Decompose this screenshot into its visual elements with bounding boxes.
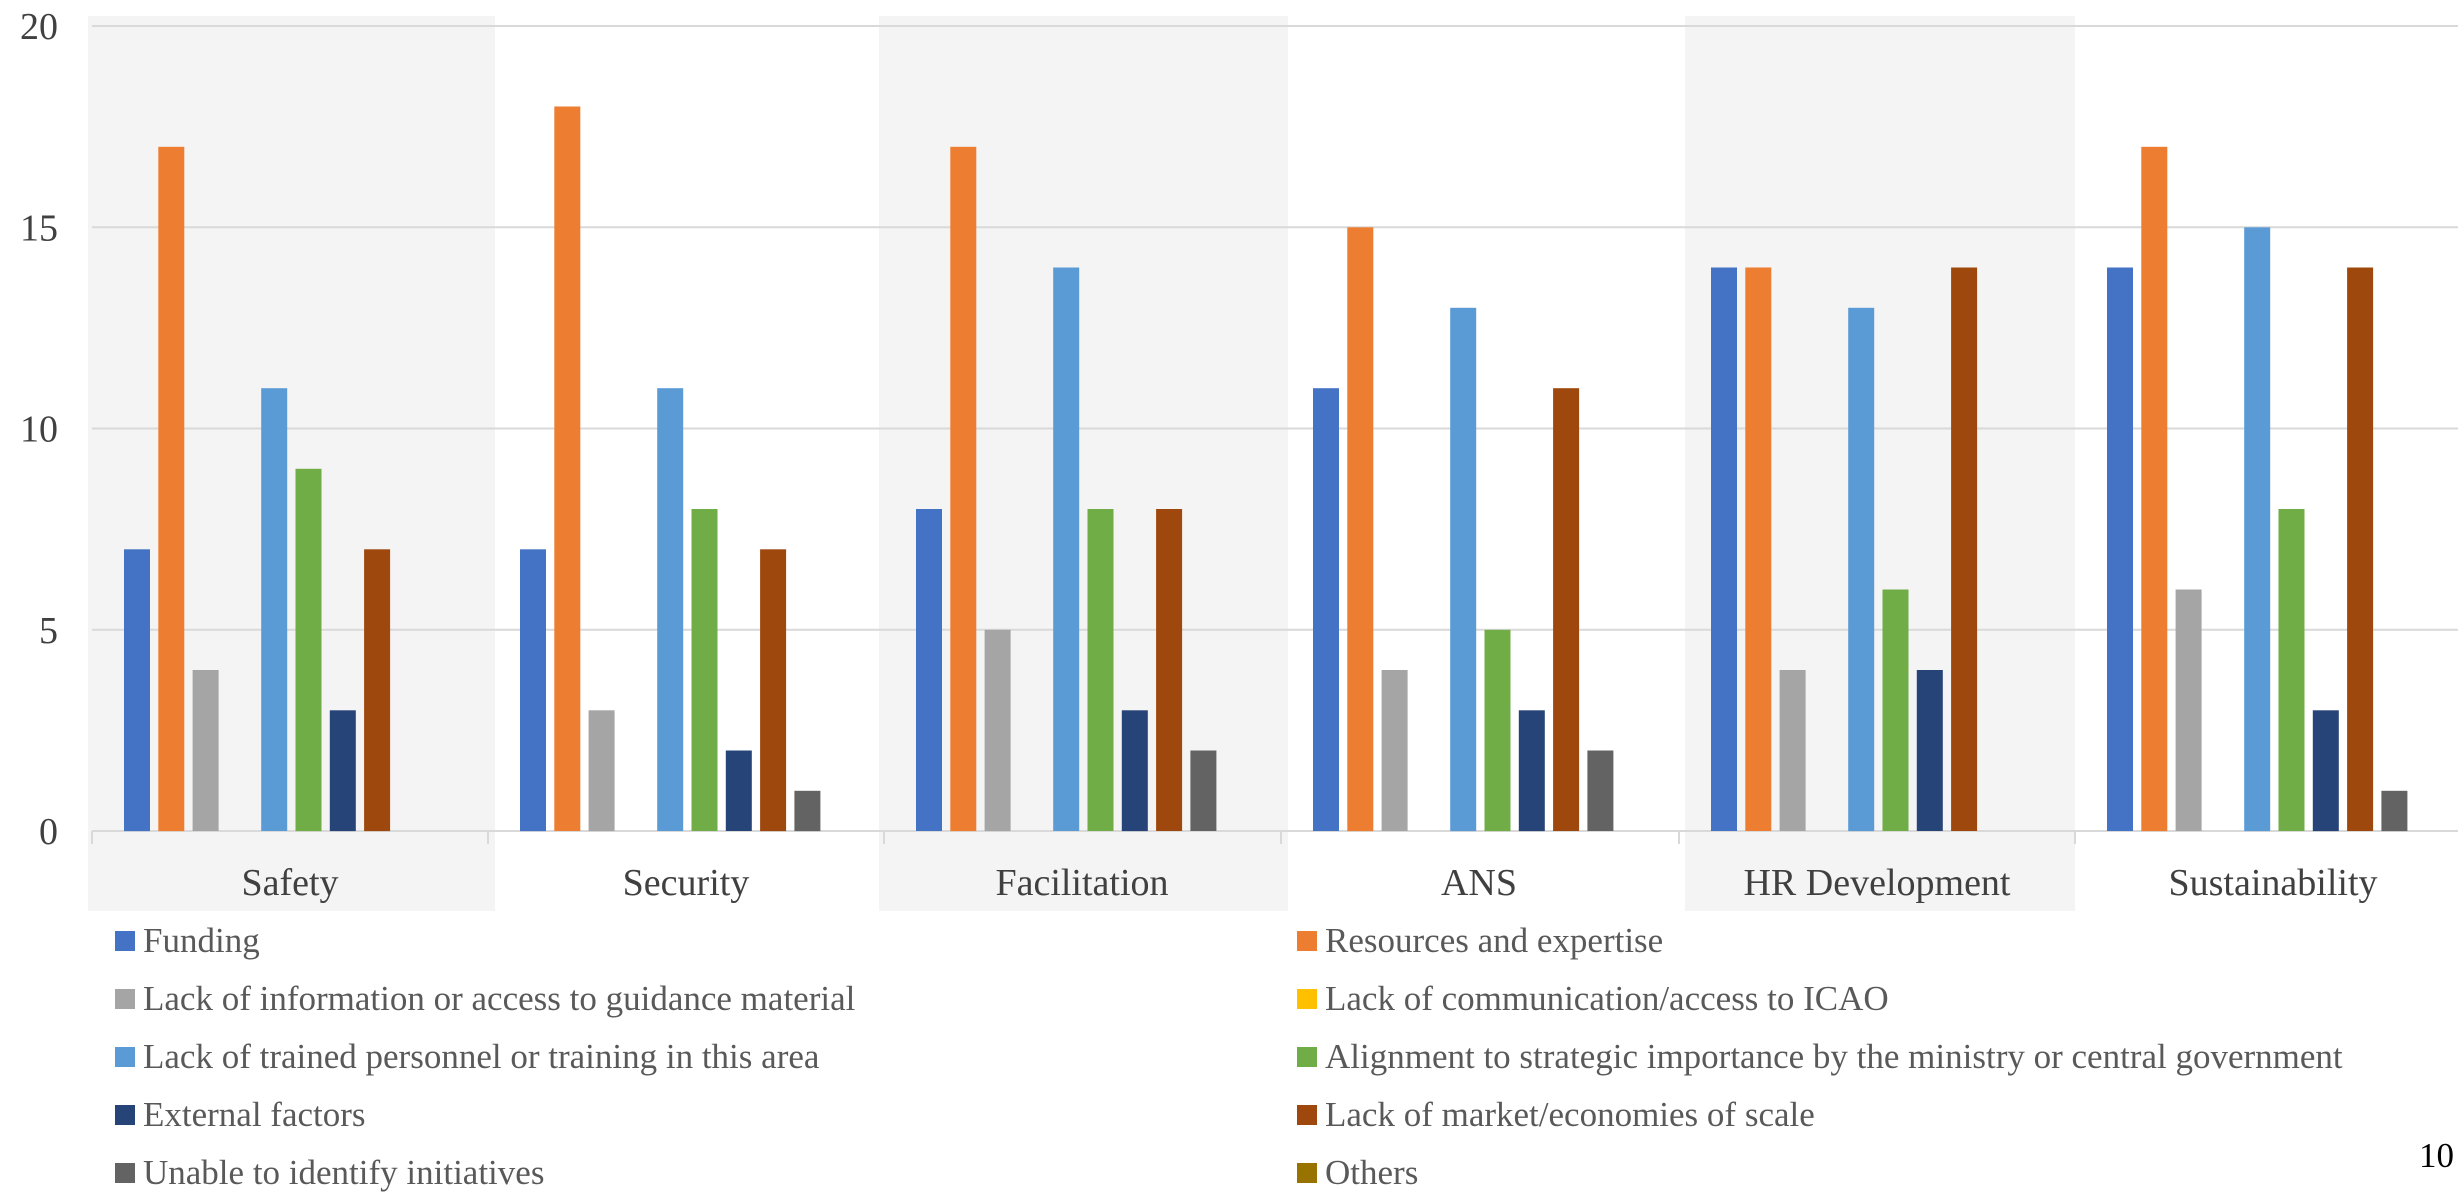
bar-sustainability-lack-of-information-or-access-to-guidance-material — [2175, 589, 2202, 831]
bar-sustainability-lack-of-market-economies-of-scale — [2347, 267, 2374, 831]
bar-sustainability-funding — [2107, 267, 2133, 831]
bar-hr-development-lack-of-trained-personnel-or-training-in-this-area — [1848, 307, 1875, 832]
bar-hr-development-alignment-to-strategic-importance-by-the-ministry-or-central-government — [1882, 589, 1909, 831]
bar-facilitation-lack-of-trained-personnel-or-training-in-this-area — [1053, 267, 1080, 831]
bar-security-lack-of-market-economies-of-scale — [760, 549, 787, 832]
bar-security-resources-and-expertise — [554, 106, 581, 831]
bar-ans-lack-of-market-economies-of-scale — [1553, 388, 1580, 831]
bar-safety-external-factors — [329, 710, 356, 832]
bar-facilitation-unable-to-identify-initiatives — [1190, 750, 1217, 831]
bar-ans-funding — [1313, 388, 1339, 831]
bar-hr-development-lack-of-market-economies-of-scale — [1951, 267, 1978, 831]
bar-ans-external-factors — [1518, 710, 1545, 832]
bar-security-unable-to-identify-initiatives — [794, 790, 821, 832]
bar-ans-lack-of-information-or-access-to-guidance-material — [1381, 670, 1408, 831]
bar-facilitation-resources-and-expertise — [950, 146, 977, 832]
bar-sustainability-external-factors — [2312, 710, 2339, 832]
bar-facilitation-external-factors — [1121, 710, 1148, 832]
bar-security-external-factors — [725, 750, 752, 831]
bar-security-lack-of-trained-personnel-or-training-in-this-area — [657, 388, 684, 831]
band-safety — [88, 16, 495, 911]
x-tick-label-sustainability: Sustainability — [2169, 862, 2378, 904]
bar-safety-resources-and-expertise — [158, 146, 185, 832]
bar-facilitation-lack-of-market-economies-of-scale — [1156, 509, 1183, 831]
bar-ans-resources-and-expertise — [1347, 227, 1374, 832]
bar-safety-lack-of-information-or-access-to-guidance-material — [192, 670, 219, 831]
bar-facilitation-funding — [916, 509, 942, 831]
bar-ans-lack-of-trained-personnel-or-training-in-this-area — [1450, 307, 1477, 832]
bar-security-funding — [520, 549, 546, 832]
bar-sustainability-unable-to-identify-initiatives — [2381, 790, 2408, 832]
x-tick-label-hr-development: HR Development — [1743, 862, 2010, 904]
band-hr-development — [1685, 16, 2075, 911]
bar-sustainability-lack-of-trained-personnel-or-training-in-this-area — [2244, 227, 2271, 832]
bar-sustainability-resources-and-expertise — [2141, 146, 2168, 832]
y-tick-label-0: 0 — [39, 811, 58, 853]
bar-ans-unable-to-identify-initiatives — [1587, 750, 1614, 831]
bar-hr-development-lack-of-information-or-access-to-guidance-material — [1779, 670, 1806, 831]
x-tick-label-safety: Safety — [241, 862, 338, 904]
bar-safety-funding — [124, 549, 150, 832]
x-tick-label-facilitation: Facilitation — [995, 862, 1168, 904]
bar-security-lack-of-information-or-access-to-guidance-material — [588, 710, 615, 832]
y-tick-label-15: 15 — [20, 207, 58, 249]
bar-safety-alignment-to-strategic-importance-by-the-ministry-or-central-government — [295, 468, 322, 832]
bar-security-alignment-to-strategic-importance-by-the-ministry-or-central-government — [691, 509, 718, 831]
page-number: 10 — [2419, 1136, 2454, 1175]
x-tick-label-security: Security — [623, 862, 750, 904]
bar-facilitation-alignment-to-strategic-importance-by-the-ministry-or-central-government — [1087, 509, 1114, 831]
y-tick-label-20: 20 — [20, 6, 58, 48]
y-tick-label-5: 5 — [39, 610, 58, 652]
x-tick-label-ans: ANS — [1441, 862, 1517, 904]
bar-safety-lack-of-market-economies-of-scale — [364, 549, 391, 832]
bar-safety-lack-of-trained-personnel-or-training-in-this-area — [261, 388, 288, 831]
bar-hr-development-resources-and-expertise — [1745, 267, 1772, 831]
bar-hr-development-funding — [1711, 267, 1737, 831]
bar-sustainability-alignment-to-strategic-importance-by-the-ministry-or-central-government — [2278, 509, 2305, 831]
bar-ans-alignment-to-strategic-importance-by-the-ministry-or-central-government — [1484, 629, 1511, 832]
bar-hr-development-external-factors — [1916, 670, 1943, 831]
y-tick-label-10: 10 — [20, 409, 58, 451]
bar-facilitation-lack-of-information-or-access-to-guidance-material — [984, 629, 1011, 832]
band-facilitation — [879, 16, 1288, 911]
